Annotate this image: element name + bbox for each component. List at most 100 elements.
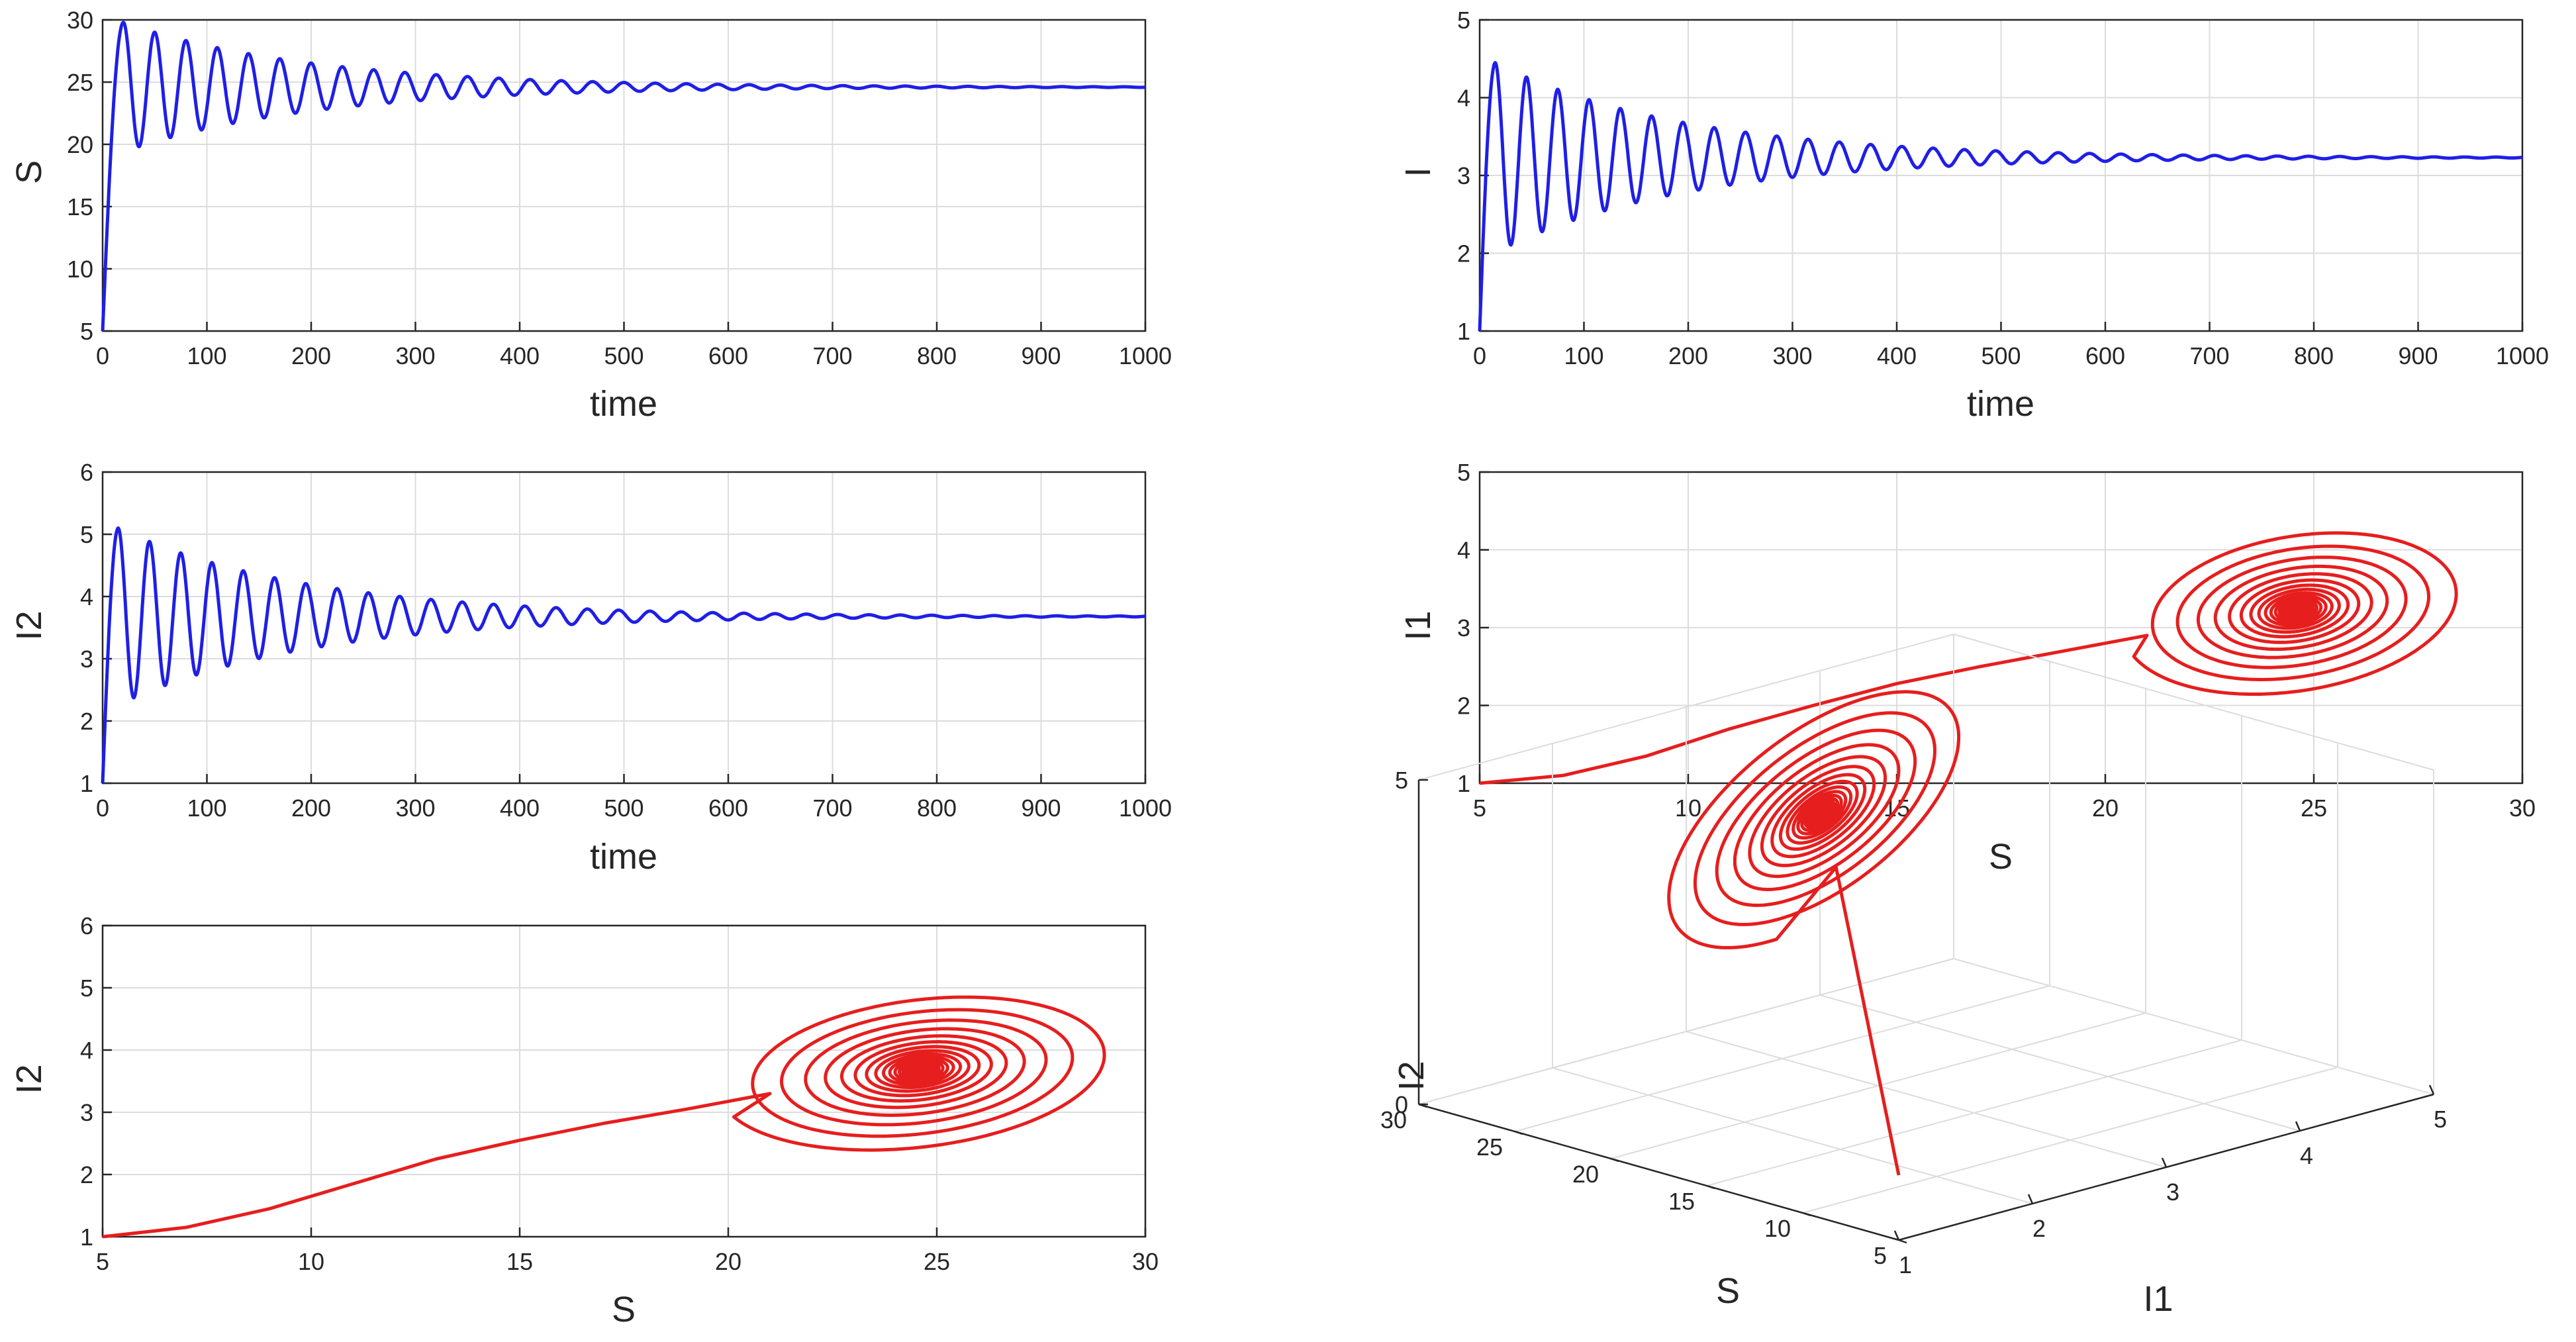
y-tick-label: 5 [80,318,93,345]
series-line-I2(t) [101,526,1147,784]
x-tick-label: 300 [395,342,435,369]
panel3-xlabel: time [590,837,657,877]
x-tick-label: 0 [96,342,109,369]
y-tick-label: 3 [80,1099,93,1126]
x-tick-label: 500 [604,342,644,369]
wall-gridline [1418,634,1954,781]
x-tick-label: 20 [2092,794,2119,822]
y-tick-label: 5 [1457,459,1470,486]
x-tick-label: 400 [1877,342,1917,369]
panel4-grid [1479,471,2523,784]
x-tick-label: 300 [1772,342,1812,369]
i2-tick-label: 0 [1395,1091,1408,1118]
y-tick-label: 3 [1457,614,1470,642]
y-tick-label: 3 [1457,162,1470,189]
y-tick-label: 25 [67,69,93,96]
x-tick-label: 1000 [1119,342,1172,369]
panel3-grid [102,471,1146,784]
x-tick-label: 10 [298,1248,324,1275]
s-tick-mark [1706,1184,1715,1190]
floor-gridline [1552,1067,2033,1204]
x-tick-label: 900 [1021,342,1061,369]
panel1-xlabel: time [590,384,657,424]
y-tick-label: 20 [67,131,93,158]
x-tick-label: 25 [924,1248,950,1275]
i1-tick-mark [2161,1157,2168,1168]
x-tick-label: 700 [2189,342,2229,369]
panel4-xlabel: S [1989,837,2013,877]
s-vs-time-panel: time S 0 100 200 300 400 500 600 700 800 900 1000 5… [9,7,1172,424]
y-tick-label: 4 [80,583,93,610]
panel6-xlabel: I1 [2143,1279,2173,1319]
i2-vs-time-panel: time I2 0 100 200 300 400 500 600 700 800 900 1000… [9,459,1172,877]
y-tick-label: 1 [1457,770,1470,797]
x-tick-label: 700 [812,342,852,369]
panel1-grid [102,19,1146,332]
i1-tick-label: 3 [2166,1178,2179,1206]
s-tick-mark [1514,1130,1523,1135]
panel5-xlabel: S [612,1290,636,1329]
panel6-ylabel: S [1716,1271,1740,1311]
i1-tick-label: 4 [2300,1142,2313,1169]
x-tick-label: 700 [812,794,852,822]
panel3-axes-box [101,471,1147,785]
i2-vs-s-phase-panel: S I2 5 10 15 20 25 30 1 2 3 4 5 6 [9,912,1159,1329]
floor-gridline [1686,1031,2167,1168]
y-tick-label: 1 [80,1223,93,1251]
x-tick-label: 25 [2301,794,2327,822]
i1-tick-label: 2 [2032,1215,2046,1242]
panel5-axes-box [101,924,1147,1238]
y-tick-label: 15 [67,193,93,220]
y-tick-label: 3 [80,646,93,673]
s-tick-mark [1610,1157,1619,1163]
floor-gridline [1953,958,2434,1095]
panel1-axes-box [101,19,1147,332]
x-tick-label: 100 [187,342,226,369]
wall-gridline [1953,634,2434,771]
x-tick-label: 1000 [2496,342,2549,369]
i2-tick-label: 5 [1395,767,1408,794]
floor-gridline [1802,1067,2338,1214]
x-tick-label: 500 [1981,342,2021,369]
panel2-xlabel: time [1967,384,2034,424]
x-tick-label: 5 [96,1248,109,1275]
x-tick-label: 200 [1668,342,1708,369]
y-tick-label: 5 [80,521,93,548]
x-tick-label: 1000 [1119,794,1172,822]
phase-trajectory [1479,531,2458,785]
x-tick-label: 200 [291,794,331,822]
i1-tick-label: 1 [1899,1251,1912,1278]
y-tick-label: 2 [1457,693,1470,720]
x-tick-label: 200 [291,342,331,369]
x-tick-label: 800 [2294,342,2334,369]
panel3-ylabel: I2 [9,610,49,640]
series-line-S(t) [101,21,1147,332]
panel5-grid [102,925,1146,1237]
trajectory-3d [1667,690,1961,1176]
s-tick-label: 5 [1874,1242,1887,1269]
x-tick-label: 30 [2509,794,2536,822]
panel5-ylabel: I2 [9,1064,49,1094]
floor-gridline [1514,985,2050,1132]
y-tick-label: 6 [80,459,93,486]
s-tick-label: 30 [1380,1106,1407,1133]
floor-gridline [1706,1039,2242,1186]
x-tick-label: 600 [2085,342,2125,369]
panel2-axes-box [1478,19,2524,332]
y-tick-label: 6 [80,912,93,939]
x-tick-label: 600 [708,342,748,369]
x-tick-label: 0 [96,794,109,822]
x-tick-label: 0 [1473,342,1486,369]
y-tick-label: 4 [80,1037,93,1064]
wall-gridline [1418,958,1954,1105]
x-tick-label: 500 [604,794,644,822]
s-tick-label: 20 [1572,1161,1599,1188]
floor-gridline [1610,1012,2146,1159]
y-tick-label: 2 [80,1161,93,1188]
i1-tick-mark [2027,1194,2034,1204]
x-tick-label: 5 [1473,794,1486,822]
panel6-grid [1417,634,2435,1244]
